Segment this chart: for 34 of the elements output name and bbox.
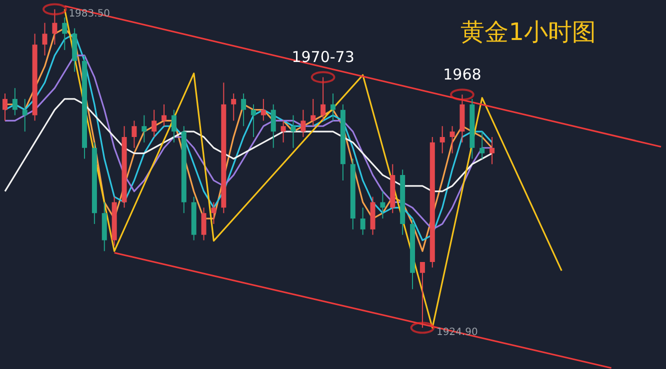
annotation: 1970-73: [292, 48, 354, 66]
candlestick: [201, 207, 206, 241]
candlestick: [241, 93, 246, 127]
candlestick: [290, 114, 296, 148]
candlestick: [320, 76, 326, 122]
candlestick: [211, 202, 216, 224]
candlestick: [12, 88, 18, 116]
candlestick: [380, 190, 386, 220]
candlestick: [490, 136, 495, 165]
candlestick: [132, 120, 137, 148]
candlestick: [270, 104, 276, 148]
candlestick: [440, 126, 445, 154]
candlestick: [152, 109, 157, 138]
candlestick: [330, 93, 336, 122]
candlestick: [52, 8, 58, 46]
candlestick: [142, 114, 147, 143]
candlestick: [280, 120, 286, 143]
candlestick: [480, 131, 485, 160]
candlestick: [310, 98, 316, 127]
chart-title: 黄金1小时图: [460, 18, 596, 46]
candlestick: [231, 93, 236, 122]
candlestick: [260, 98, 266, 122]
candlestick: [171, 109, 176, 143]
candlestick: [62, 16, 68, 51]
candlestick: [300, 109, 306, 138]
candlestick: [250, 104, 256, 138]
candlestick: [420, 262, 425, 328]
annotation: 1968: [443, 66, 482, 84]
candlestick: [42, 22, 48, 56]
candlestick: [360, 207, 366, 236]
candlestick: [162, 104, 167, 127]
candlestick: [450, 126, 455, 154]
candlestick: [22, 98, 28, 132]
candlestick: [2, 93, 8, 122]
